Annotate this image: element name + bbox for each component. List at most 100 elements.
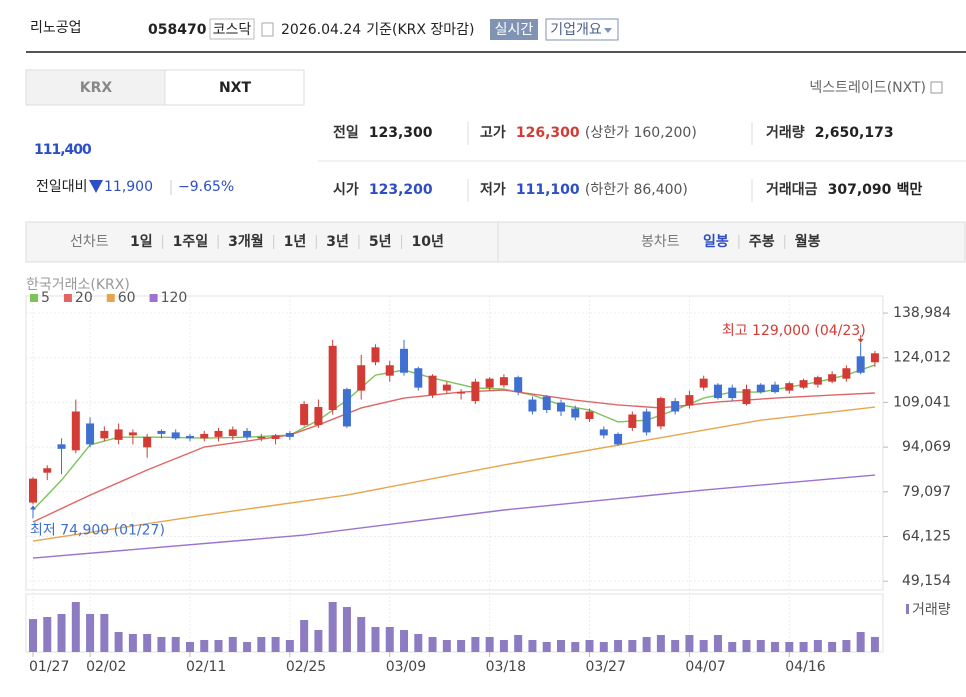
period-option[interactable]: 3년: [326, 234, 349, 250]
volume-bar: [514, 635, 523, 652]
legend-swatch: [106, 294, 115, 302]
stat-unit: 백만: [897, 182, 923, 198]
period-option[interactable]: 월봉: [795, 233, 821, 250]
volume-bar: [243, 642, 252, 652]
period-bar: [25, 221, 966, 263]
volume-bar: [385, 627, 394, 652]
legend-swatch: [906, 604, 909, 614]
volume-bar: [828, 642, 837, 652]
candle-body: [29, 478, 37, 503]
period-option[interactable]: 1년: [284, 234, 307, 250]
volume-bar: [43, 617, 52, 652]
volume-bar: [813, 640, 822, 652]
period-option[interactable]: 주봉: [749, 234, 775, 250]
stat-note: (상한가 160,200): [585, 125, 697, 141]
date: 2026.04.24: [281, 22, 361, 38]
candle-body: [43, 468, 52, 473]
help-icon[interactable]: [930, 81, 943, 94]
down-arrow: [89, 180, 103, 193]
legend-label: 60: [118, 290, 136, 306]
volume-bar: [257, 637, 266, 652]
period-option[interactable]: 1주일: [173, 234, 209, 250]
candle-body: [385, 365, 394, 376]
x-tick-label: 03/18: [486, 659, 526, 675]
period-option[interactable]: 10년: [412, 234, 444, 250]
realtime-button[interactable]: [490, 19, 538, 40]
candle-body: [713, 384, 722, 399]
candle-body: [342, 389, 351, 427]
price: 111,400: [34, 142, 92, 158]
tab-krx[interactable]: [25, 69, 166, 106]
candle-body: [442, 384, 451, 391]
period-option[interactable]: 1일: [130, 234, 153, 250]
stat-value: 123,200: [369, 182, 433, 198]
volume-bar: [428, 637, 437, 652]
candle-body: [471, 381, 480, 402]
candle-body: [813, 377, 822, 385]
candle-body: [100, 430, 109, 439]
volume-bar: [528, 640, 537, 652]
tab-nxt[interactable]: [164, 69, 305, 106]
volume-bar: [271, 637, 280, 652]
candle-body: [71, 411, 80, 451]
candle-body: [200, 433, 209, 439]
volume-bar: [699, 640, 708, 652]
candle-body: [699, 378, 708, 388]
candle-body: [514, 377, 523, 393]
stock-code: 058470: [148, 22, 207, 38]
volume-bar: [328, 602, 337, 652]
candle-body: [614, 433, 623, 445]
candle-body: [257, 436, 266, 439]
candle-body: [756, 384, 765, 393]
volume-bar: [86, 613, 95, 652]
volume-bar: [300, 620, 309, 652]
candle-body: [214, 430, 223, 437]
candle-body: [86, 423, 95, 445]
y-tick-label: 109,041: [893, 394, 951, 410]
volume-bar: [685, 635, 694, 652]
candle-body: [642, 411, 651, 433]
candle-body: [728, 387, 737, 399]
candle-body: [828, 374, 837, 382]
candle-body: [328, 345, 337, 411]
stat-note: (하한가 86,400): [585, 182, 688, 198]
overview-button[interactable]: [545, 18, 619, 41]
market-badge: [209, 18, 255, 40]
nxt-link[interactable]: 넥스트레이드(NXT): [809, 80, 926, 96]
tab-label: NXT: [219, 80, 252, 96]
volume-bar: [457, 640, 466, 652]
candle-body: [499, 377, 508, 386]
candle-body: [314, 407, 323, 425]
legend-label: 20: [75, 290, 93, 306]
x-tick-label: 02/02: [86, 659, 126, 675]
period-option[interactable]: 일봉: [703, 234, 729, 250]
volume-bar: [128, 633, 137, 652]
stat-value: 2,650,173: [815, 125, 894, 141]
candle-body: [842, 368, 851, 379]
stock-name: 리노공업: [30, 20, 82, 36]
candle-body: [371, 347, 380, 363]
period-option[interactable]: 3개월: [228, 233, 264, 250]
volume-bar: [742, 640, 751, 652]
volume-bar: [414, 633, 423, 652]
candle-body: [528, 399, 537, 412]
market: 코스닥: [213, 22, 252, 38]
candle-body: [799, 380, 808, 388]
volume-bar: [642, 637, 651, 652]
basis: 기준(KRX 장마감): [366, 22, 474, 38]
volume-bar: [114, 632, 123, 652]
legend-swatch: [149, 294, 158, 302]
candle-body: [143, 436, 152, 448]
x-tick-label: 02/11: [186, 659, 226, 675]
stat-value: 111,100: [516, 182, 580, 198]
period-option[interactable]: 5년: [369, 234, 392, 250]
candle-body: [414, 368, 423, 388]
volume-panel: [25, 593, 884, 653]
volume-bar: [771, 642, 780, 652]
change-rate: −9.65%: [178, 179, 234, 195]
x-tick-label: 03/27: [586, 659, 626, 675]
volume-bar: [29, 619, 37, 652]
volume-bar: [599, 642, 608, 652]
volume-bar: [499, 640, 508, 652]
